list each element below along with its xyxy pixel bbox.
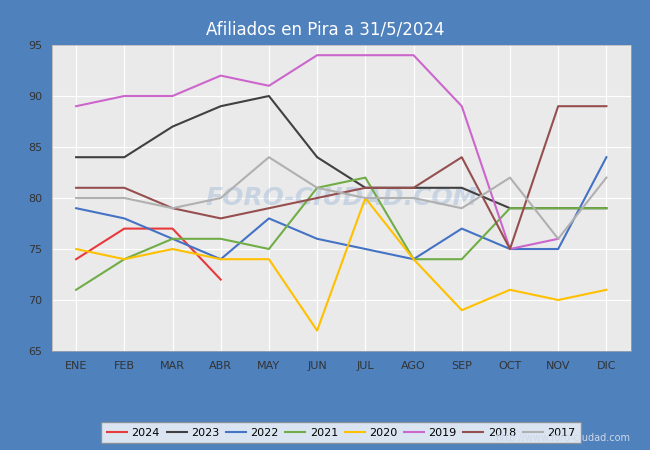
Text: FORO-CIUDAD.COM: FORO-CIUDAD.COM — [205, 186, 478, 210]
Text: Afiliados en Pira a 31/5/2024: Afiliados en Pira a 31/5/2024 — [206, 20, 444, 38]
Legend: 2024, 2023, 2022, 2021, 2020, 2019, 2018, 2017: 2024, 2023, 2022, 2021, 2020, 2019, 2018… — [101, 422, 581, 443]
Text: http://www.foro-ciudad.com: http://www.foro-ciudad.com — [495, 433, 630, 443]
